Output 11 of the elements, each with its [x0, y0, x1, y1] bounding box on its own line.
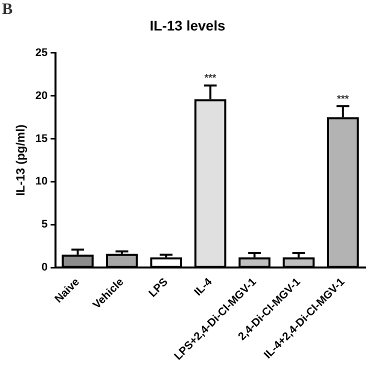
y-tick-label: 25 [35, 46, 48, 59]
text: B [2, 1, 13, 18]
y-tick-label: 10 [35, 176, 48, 188]
chart-title: IL-13 levels [150, 17, 226, 34]
y-tick-label: 5 [42, 218, 48, 231]
y-tick-label: 0 [42, 262, 48, 274]
y-tick-label: 20 [35, 90, 48, 102]
y-tick-label: 15 [35, 132, 48, 145]
annotation: *** [337, 94, 349, 105]
y-axis-title: IL-13 (pg/ml) [14, 124, 28, 196]
annotation: *** [204, 73, 216, 84]
